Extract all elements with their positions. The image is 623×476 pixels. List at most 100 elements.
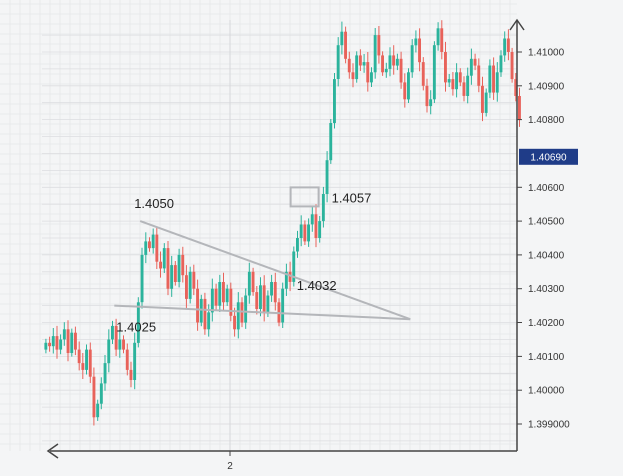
candle-body	[236, 302, 240, 330]
candle-body	[384, 68, 388, 73]
y-tick-label: 1.40900	[528, 81, 565, 92]
candle-body	[222, 282, 225, 303]
candle-body	[399, 58, 403, 83]
x-tick-label: 2	[227, 461, 233, 472]
candle-body	[310, 214, 314, 225]
candle-body	[292, 251, 296, 282]
lower-trendline	[114, 304, 411, 321]
candle-body	[55, 336, 59, 350]
candle-body	[173, 265, 177, 282]
candle-body	[284, 271, 288, 289]
price-annotations: 1.4050 1.4025 1.4032 1.4057	[116, 186, 371, 335]
x-axis-arrow-icon	[46, 443, 59, 459]
candle-body	[447, 79, 451, 83]
candle-body	[225, 288, 229, 303]
candle-body	[259, 285, 262, 309]
candle-body	[347, 58, 351, 73]
candle-body	[151, 234, 155, 249]
candle-body	[59, 339, 63, 350]
candle-body	[492, 65, 495, 93]
chart-grid	[0, 0, 517, 451]
candle-body	[432, 45, 436, 100]
candle-body	[255, 292, 259, 309]
candle-body	[70, 332, 74, 353]
candle-body	[281, 288, 285, 323]
candle-body	[362, 62, 366, 66]
triangle-pattern	[114, 220, 411, 321]
candle-body	[333, 79, 336, 124]
y-tick-label: 1.40000	[528, 386, 565, 397]
candle-body	[273, 282, 277, 303]
candle-body	[418, 38, 421, 63]
candle-body	[148, 241, 151, 249]
candle-body	[518, 96, 521, 120]
candle-body	[229, 288, 233, 316]
candle-body	[181, 254, 185, 276]
candle-body	[159, 261, 162, 269]
candle-body	[192, 271, 196, 289]
y-tick-label: 1.399000	[528, 420, 570, 431]
candle-body	[144, 241, 148, 255]
candle-body	[62, 329, 66, 340]
candle-body	[251, 271, 255, 293]
candle-body	[299, 224, 303, 238]
candle-body	[48, 342, 51, 347]
candle-body	[262, 285, 266, 313]
chart-axes	[46, 18, 525, 459]
y-tick-label: 1.40800	[528, 115, 565, 126]
candle-body	[458, 72, 462, 83]
candle-body	[425, 85, 429, 107]
candle-body	[114, 325, 118, 350]
candle-body	[325, 160, 329, 194]
annotation-high: 1.4050	[134, 196, 174, 211]
candle-body	[66, 329, 70, 353]
candle-body	[85, 349, 88, 370]
candle-body	[355, 55, 359, 80]
candle-body	[51, 336, 55, 347]
candle-body	[207, 312, 211, 330]
candle-body	[188, 271, 192, 299]
candle-body	[484, 92, 488, 113]
candle-body	[203, 298, 207, 330]
candle-body	[351, 72, 355, 80]
candle-body	[462, 82, 466, 96]
current-price-badge	[519, 148, 578, 165]
candle-body	[122, 339, 125, 350]
candle-body	[133, 342, 137, 380]
candle-body	[469, 58, 473, 76]
candles	[44, 20, 521, 426]
y-tick-label: 1.40300	[528, 284, 565, 295]
candle-body	[321, 194, 325, 222]
annotation-breakout: 1.4032	[297, 278, 337, 293]
candle-body	[336, 45, 340, 79]
current-price-tag: 1.40690	[519, 148, 578, 165]
y-axis-ticks: 1.41000 1.40900 1.40800 1.40600 1.40500 1.404…	[517, 48, 570, 431]
candle-body	[499, 55, 503, 73]
y-tick-label: 1.41000	[528, 48, 565, 59]
candle-body	[107, 339, 111, 364]
candle-body	[103, 363, 107, 384]
x-axis-ticks: 2	[227, 451, 233, 472]
candle-body	[429, 99, 433, 107]
candle-body	[395, 58, 399, 66]
candle-body	[296, 238, 299, 252]
candle-body	[77, 349, 81, 364]
y-tick-label: 1.40200	[528, 318, 565, 329]
candle-body	[244, 295, 248, 323]
current-price-label: 1.40690	[530, 152, 567, 163]
y-tick-label: 1.40500	[528, 217, 565, 228]
candle-body	[414, 38, 418, 46]
candle-body	[358, 55, 362, 66]
candle-body	[314, 214, 318, 238]
candle-body	[451, 79, 455, 90]
candle-body	[503, 38, 507, 56]
candle-body	[488, 65, 492, 93]
y-tick-label: 1.40100	[528, 352, 565, 363]
retest-box	[289, 186, 320, 208]
annotation-low: 1.4025	[116, 320, 156, 335]
y-tick-label: 1.40400	[528, 250, 565, 261]
candle-body	[210, 288, 214, 313]
candle-body	[74, 332, 77, 350]
candle-body	[455, 72, 458, 90]
candle-body	[403, 82, 407, 100]
